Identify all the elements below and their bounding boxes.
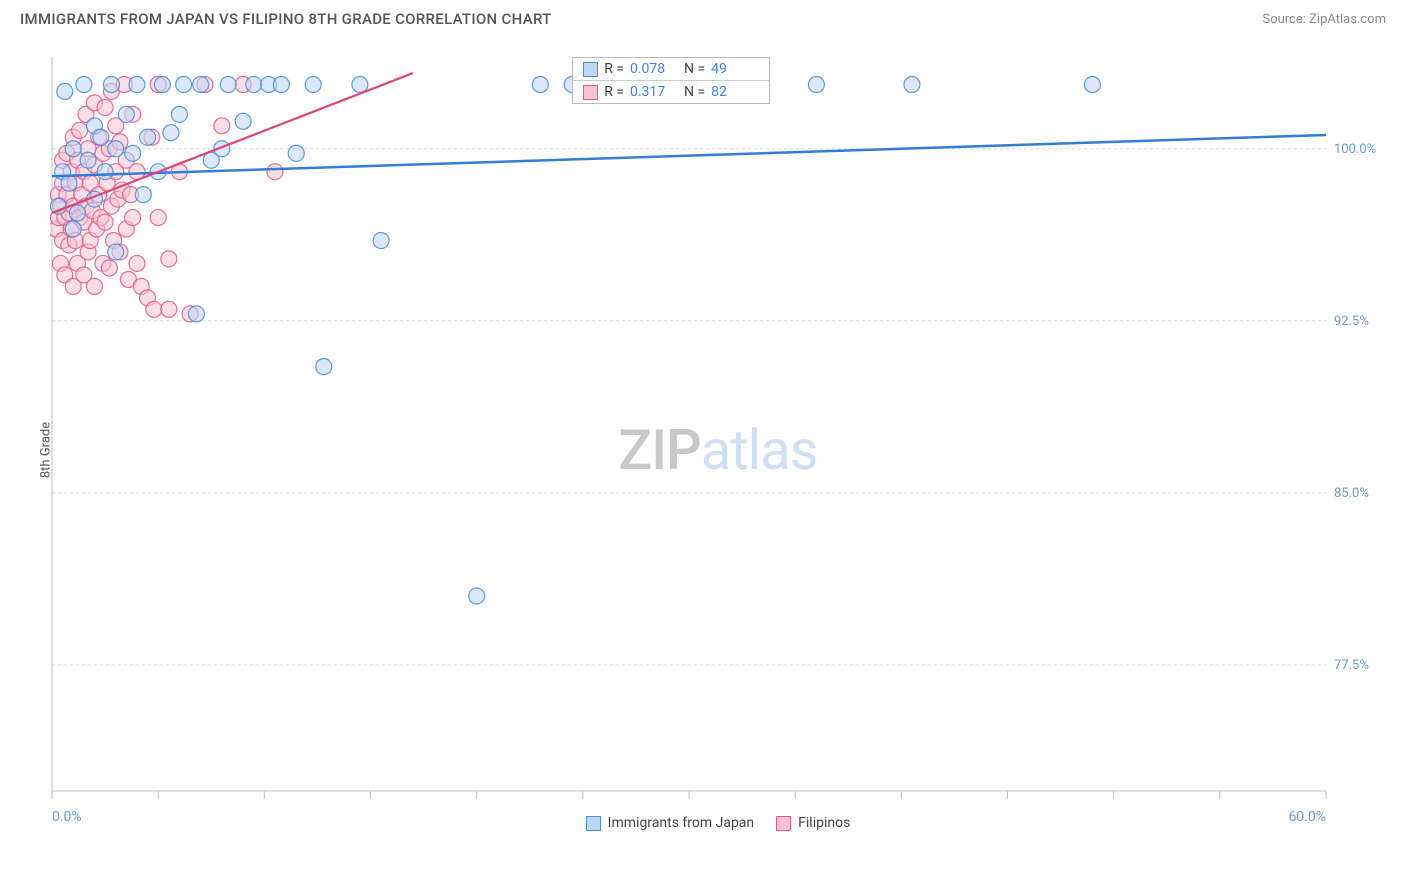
svg-text:85.0%: 85.0% <box>1334 486 1369 501</box>
stats-row-series2: R = 0.317 N = 82 <box>573 80 769 103</box>
swatch-series2-icon <box>776 816 791 831</box>
n-label: N = <box>684 84 705 100</box>
chart-title: IMMIGRANTS FROM JAPAN VS FILIPINO 8TH GR… <box>20 10 552 28</box>
chart-area: 8th Grade 77.5%85.0%92.5%100.0%0.0%60.0%… <box>50 45 1386 855</box>
swatch-series1-icon <box>586 816 601 831</box>
legend-label-series1: Immigrants from Japan <box>608 815 754 831</box>
n-label: N = <box>684 61 705 77</box>
r-label: R = <box>604 84 624 100</box>
legend-item-series1: Immigrants from Japan <box>586 815 754 831</box>
r-label: R = <box>604 61 624 77</box>
n-value-series1: 49 <box>711 61 759 77</box>
r-value-series1: 0.078 <box>630 61 678 77</box>
swatch-series2-icon <box>583 85 598 100</box>
n-value-series2: 82 <box>711 84 759 100</box>
legend-label-series2: Filipinos <box>798 815 850 831</box>
swatch-series1-icon <box>583 62 598 77</box>
svg-text:100.0%: 100.0% <box>1334 142 1376 157</box>
source-label: Source: ZipAtlas.com <box>1262 12 1386 27</box>
svg-text:77.5%: 77.5% <box>1334 658 1369 673</box>
svg-text:92.5%: 92.5% <box>1334 314 1369 329</box>
stats-legend-box: R = 0.078 N = 49 R = 0.317 N = 82 <box>572 57 770 104</box>
legend-item-series2: Filipinos <box>776 815 850 831</box>
r-value-series2: 0.317 <box>630 84 678 100</box>
scatter-plot: 77.5%85.0%92.5%100.0%0.0%60.0% <box>50 45 1386 855</box>
stats-row-series1: R = 0.078 N = 49 <box>573 58 769 80</box>
legend: Immigrants from Japan Filipinos <box>50 815 1386 831</box>
